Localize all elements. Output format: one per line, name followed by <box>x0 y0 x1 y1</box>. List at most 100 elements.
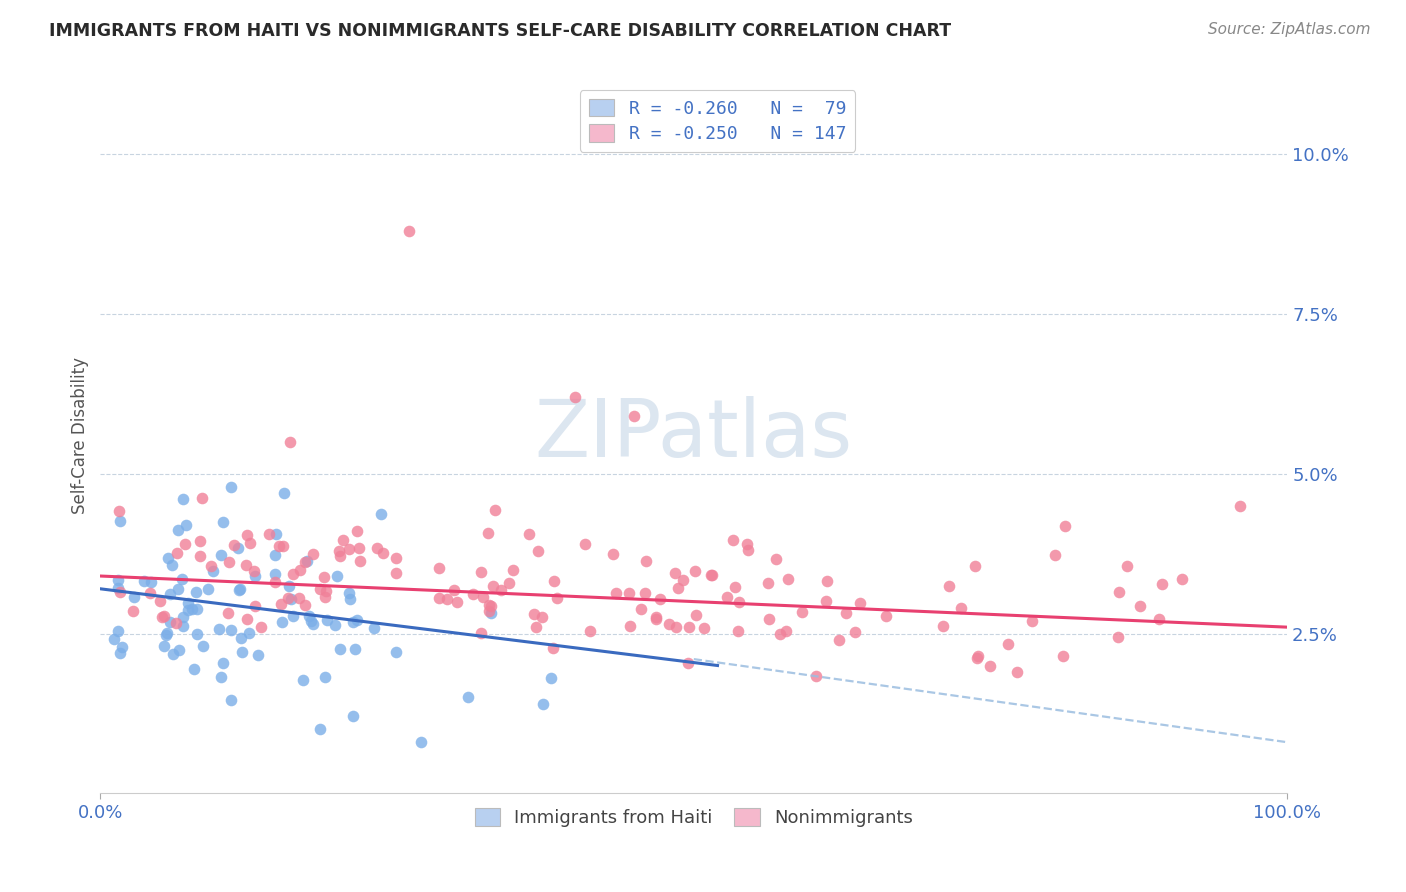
Point <box>301 547 323 561</box>
Point <box>623 409 645 424</box>
Point <box>219 693 242 707</box>
Point <box>648 591 671 606</box>
Point <box>315 584 337 599</box>
Point <box>1107 630 1129 644</box>
Point <box>228 582 250 597</box>
Point <box>619 586 641 600</box>
Point <box>226 541 249 555</box>
Point <box>250 620 273 634</box>
Point <box>664 566 686 580</box>
Point <box>239 535 262 549</box>
Point <box>183 662 205 676</box>
Point <box>875 608 897 623</box>
Point <box>267 539 290 553</box>
Point <box>700 568 723 582</box>
Point <box>828 632 851 647</box>
Point <box>167 523 190 537</box>
Point <box>270 597 292 611</box>
Point <box>172 492 194 507</box>
Point <box>212 656 235 670</box>
Point <box>107 624 129 638</box>
Point <box>602 547 624 561</box>
Point <box>152 640 174 654</box>
Point <box>630 602 652 616</box>
Point <box>578 624 600 639</box>
Point <box>209 548 232 562</box>
Point <box>470 625 492 640</box>
Point <box>716 591 738 605</box>
Point <box>342 708 364 723</box>
Point <box>186 584 208 599</box>
Point <box>965 559 987 574</box>
Point <box>308 582 330 597</box>
Point <box>264 574 287 589</box>
Point <box>644 610 666 624</box>
Point <box>814 594 837 608</box>
Point <box>236 612 259 626</box>
Point <box>264 548 287 562</box>
Point <box>1170 572 1192 586</box>
Point <box>243 569 266 583</box>
Point <box>636 554 658 568</box>
Point <box>176 518 198 533</box>
Point <box>804 669 827 683</box>
Point <box>1229 499 1251 513</box>
Point <box>737 542 759 557</box>
Point <box>489 583 512 598</box>
Point <box>245 599 267 613</box>
Point <box>409 735 432 749</box>
Point <box>373 545 395 559</box>
Point <box>436 592 458 607</box>
Text: IMMIGRANTS FROM HAITI VS NONIMMIGRANTS SELF-CARE DISABILITY CORRELATION CHART: IMMIGRANTS FROM HAITI VS NONIMMIGRANTS S… <box>49 22 952 40</box>
Point <box>427 561 450 575</box>
Point <box>931 619 953 633</box>
Point <box>323 618 346 632</box>
Point <box>834 606 856 620</box>
Point <box>502 563 524 577</box>
Point <box>1043 549 1066 563</box>
Point <box>540 671 562 685</box>
Point <box>724 580 747 594</box>
Point <box>188 549 211 564</box>
Point <box>152 608 174 623</box>
Point <box>967 649 990 664</box>
Point <box>979 659 1001 673</box>
Point <box>1116 558 1139 573</box>
Point <box>349 554 371 568</box>
Point <box>1054 519 1077 533</box>
Point <box>291 673 314 687</box>
Point <box>162 647 184 661</box>
Legend: Immigrants from Haiti, Nonimmigrants: Immigrants from Haiti, Nonimmigrants <box>467 801 920 834</box>
Point <box>309 723 332 737</box>
Point <box>678 620 700 634</box>
Point <box>132 574 155 588</box>
Point <box>349 541 371 556</box>
Point <box>1021 614 1043 628</box>
Point <box>778 572 800 586</box>
Point <box>207 622 229 636</box>
Point <box>329 642 352 657</box>
Point <box>222 538 245 552</box>
Point <box>1150 577 1173 591</box>
Point <box>172 619 194 633</box>
Point <box>385 566 408 580</box>
Point <box>280 592 302 607</box>
Point <box>574 536 596 550</box>
Point <box>769 626 792 640</box>
Point <box>543 574 565 588</box>
Point <box>427 591 450 605</box>
Point <box>463 587 485 601</box>
Point <box>221 623 243 637</box>
Point <box>138 586 160 600</box>
Point <box>332 533 354 547</box>
Point <box>337 586 360 600</box>
Point <box>103 632 125 646</box>
Point <box>523 607 546 621</box>
Point <box>174 537 197 551</box>
Point <box>188 533 211 548</box>
Point <box>217 607 239 621</box>
Text: Source: ZipAtlas.com: Source: ZipAtlas.com <box>1208 22 1371 37</box>
Point <box>481 579 503 593</box>
Point <box>1147 612 1170 626</box>
Point <box>366 541 388 555</box>
